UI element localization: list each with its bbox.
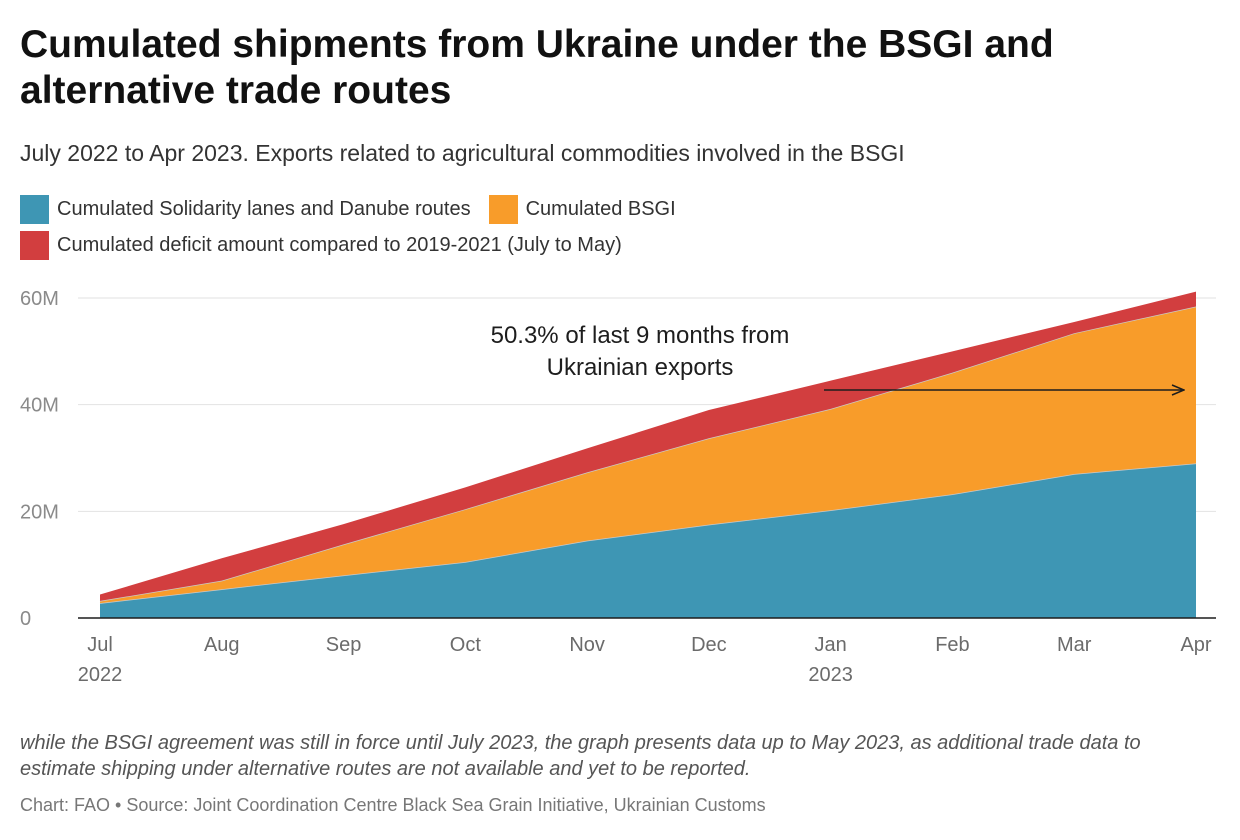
y-tick-label: 20M [20, 501, 59, 523]
x-tick-label: Mar [1057, 634, 1092, 656]
x-tick-label: Aug [204, 634, 240, 656]
annotation: 50.3% of last 9 months from Ukrainian ex… [491, 322, 1184, 390]
legend-label-bsgi: Cumulated BSGI [525, 198, 676, 220]
legend-label-deficit: Cumulated deficit amount compared to 201… [57, 234, 622, 256]
x-tick-label: Dec [691, 634, 727, 656]
areas [99, 291, 1197, 618]
x-tick-label: Apr [1180, 634, 1211, 656]
y-tick-label: 40M [20, 395, 59, 417]
annotation-line-2: Ukrainian exports [547, 354, 734, 381]
x-tick-label: Feb [935, 634, 969, 656]
axes: Jul 2022 Aug Sep Oct Nov Dec Jan 2023 Feb Mar Apr [78, 617, 1216, 686]
x-tick-label: Jul [87, 634, 113, 656]
area-series-3 [100, 291, 1196, 601]
x-tick-label: Jan [815, 634, 847, 656]
area-series-2 [100, 306, 1196, 604]
x-tick-label: Sep [326, 634, 362, 656]
area-series-1 [100, 463, 1196, 618]
x-tick-label: Nov [569, 634, 605, 656]
legend-item-deficit: Cumulated deficit amount compared to 201… [20, 231, 622, 260]
x-tick-sublabel: 2023 [808, 664, 853, 686]
x-tick-label: Oct [450, 634, 482, 656]
legend-swatch-deficit [20, 231, 49, 260]
chart-plot: 0 20M 40M 60M Jul 2022 Aug Sep Oct Nov Dec Jan 2023… [20, 288, 1216, 686]
y-tick-label: 0 [20, 608, 31, 630]
chart-note: while the BSGI agreement was still in fo… [20, 732, 1141, 780]
chart-subtitle: July 2022 to Apr 2023. Exports related t… [20, 140, 905, 166]
annotation-line-1: 50.3% of last 9 months from [491, 322, 790, 349]
chart-title: Cumulated shipments from Ukraine under t… [20, 23, 1054, 112]
y-tick-label: 60M [20, 288, 59, 310]
legend-item-bsgi: Cumulated BSGI [488, 195, 676, 224]
legend-item-solidarity: Cumulated Solidarity lanes and Danube ro… [20, 195, 471, 224]
legend-swatch-solidarity [20, 195, 49, 224]
x-tick-sublabel: 2022 [78, 664, 123, 686]
legend-swatch-bsgi [488, 195, 518, 224]
legend-row-2: Cumulated deficit amount compared to 201… [20, 231, 640, 260]
legend: Cumulated Solidarity lanes and Danube ro… [20, 195, 694, 224]
legend-label-solidarity: Cumulated Solidarity lanes and Danube ro… [57, 198, 471, 220]
chart-source: Chart: FAO • Source: Joint Coordination … [20, 795, 766, 815]
